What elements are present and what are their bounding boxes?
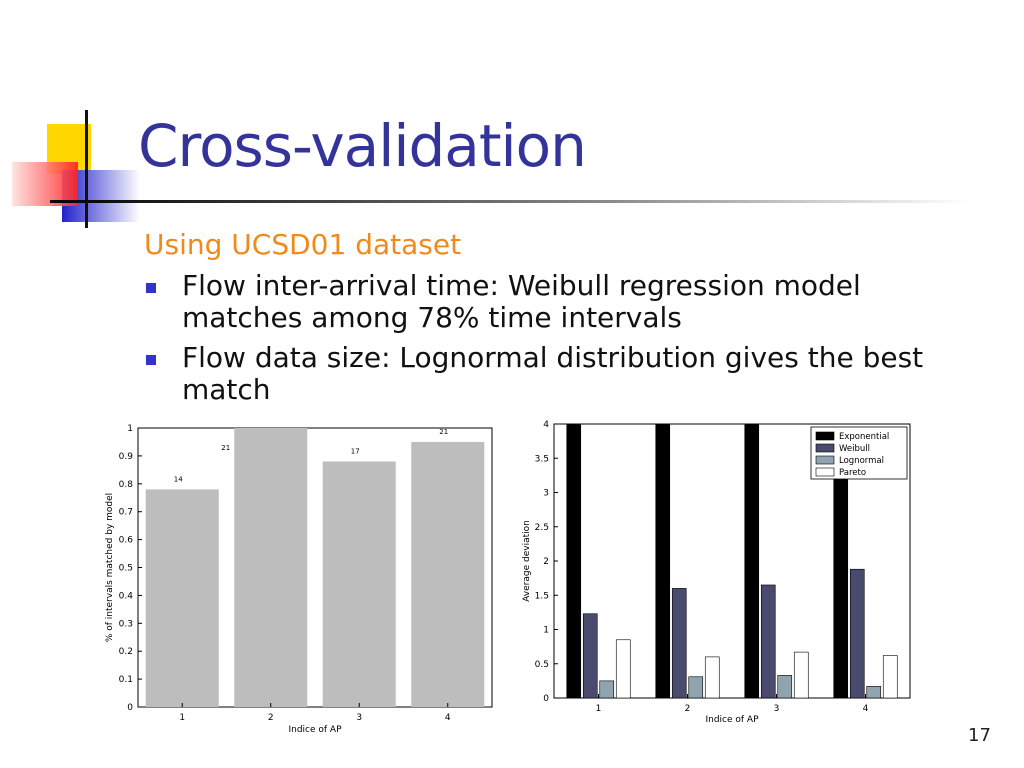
bar [760,584,776,699]
y-tick-label: 0.9 [119,452,134,462]
bar [744,423,760,699]
y-tick-label: 0.6 [119,536,134,546]
bullet-item: Flow data size: Lognormal distribution g… [144,342,944,406]
bar [322,461,396,707]
bar [777,675,793,699]
x-tick-label: 3 [774,704,780,714]
y-tick-label: 1 [127,424,133,434]
y-tick-label: 0.3 [119,619,133,629]
x-tick-label: 1 [596,704,602,714]
x-tick-label: 2 [685,704,691,714]
legend-swatch [815,455,835,465]
square-bullet-icon [146,355,156,365]
legend-label: Exponential [839,432,889,442]
bar-count-label: 14 [174,475,183,483]
average-deviation-bar-chart: 0 0.5 1 1.5 2 2.5 3 3.5 4 1 2 3 4 Indice of AP Average… [522,420,911,725]
match-rate-bar-chart: 0 0.1 0.2 0.3 0.4 0.5 0.6 0.7 0.8 0.9 1 1 14 2 21 3 17 4 2… [105,424,493,735]
y-tick-label: 1.5 [535,591,549,601]
slide-subtitle: Using UCSD01 dataset [144,228,462,261]
bar-count-label: 21 [221,444,230,452]
bullet-text: Flow data size: Lognormal distribution g… [182,341,924,406]
y-tick-label: 0.5 [535,660,549,670]
x-tick-label: 1 [179,713,185,723]
bar [849,568,865,699]
bar [234,428,308,707]
y-axis-label: Average deviation [522,520,532,602]
horizontal-rule [50,200,970,203]
bar [671,588,687,699]
y-tick-label: 0 [127,703,133,713]
y-tick-label: 3 [543,489,549,499]
y-tick-label: 0.1 [119,675,133,685]
bar [793,651,809,699]
legend: Exponential Weibull Lognormal Pareto [810,426,908,480]
bar [411,441,485,707]
x-axis-label: Indice of AP [288,725,342,735]
x-tick-label: 4 [863,704,869,714]
legend-label: Weibull [839,444,870,454]
legend-label: Pareto [839,468,866,478]
legend-swatch [815,443,835,453]
y-tick-label: 0.8 [119,480,134,490]
bar [582,613,598,699]
square-bullet-icon [146,283,156,293]
y-tick-label: 0.5 [119,564,133,574]
bar [688,676,704,699]
bullet-item: Flow inter-arrival time: Weibull regress… [144,270,944,334]
y-tick-label: 0.4 [119,591,134,601]
legend-swatch [815,431,835,441]
red-square [12,162,78,206]
vertical-rule [85,110,88,228]
x-axis-label: Indice of AP [705,715,759,725]
y-tick-label: 2.5 [535,523,549,533]
x-tick-label: 4 [445,713,451,723]
legend-swatch [815,467,835,477]
y-tick-label: 0 [543,694,549,704]
bar [566,423,582,699]
bar-count-label: 21 [439,428,448,436]
bar [882,655,898,699]
y-tick-label: 2 [543,557,549,567]
x-tick-label: 2 [268,713,274,723]
bar [704,656,720,699]
title-decoration [12,110,970,228]
slide-title: Cross-validation [138,112,587,180]
bar [615,639,631,699]
y-tick-label: 1 [543,626,549,636]
page-number: 17 [968,725,991,746]
y-tick-label: 0.7 [119,508,133,518]
bar [145,489,219,707]
bar [599,680,615,699]
y-axis-label: % of intervals matched by model [105,493,115,642]
y-tick-label: 4 [543,420,549,430]
bar [655,423,671,699]
legend-label: Lognormal [839,456,884,466]
bar [866,686,882,699]
bar [833,471,849,699]
x-tick-label: 3 [356,713,362,723]
bullet-text: Flow inter-arrival time: Weibull regress… [182,269,861,334]
y-tick-label: 0.2 [119,647,133,657]
bullet-list: Flow inter-arrival time: Weibull regress… [144,270,944,414]
bar-count-label: 17 [351,447,360,455]
y-tick-label: 3.5 [535,454,549,464]
